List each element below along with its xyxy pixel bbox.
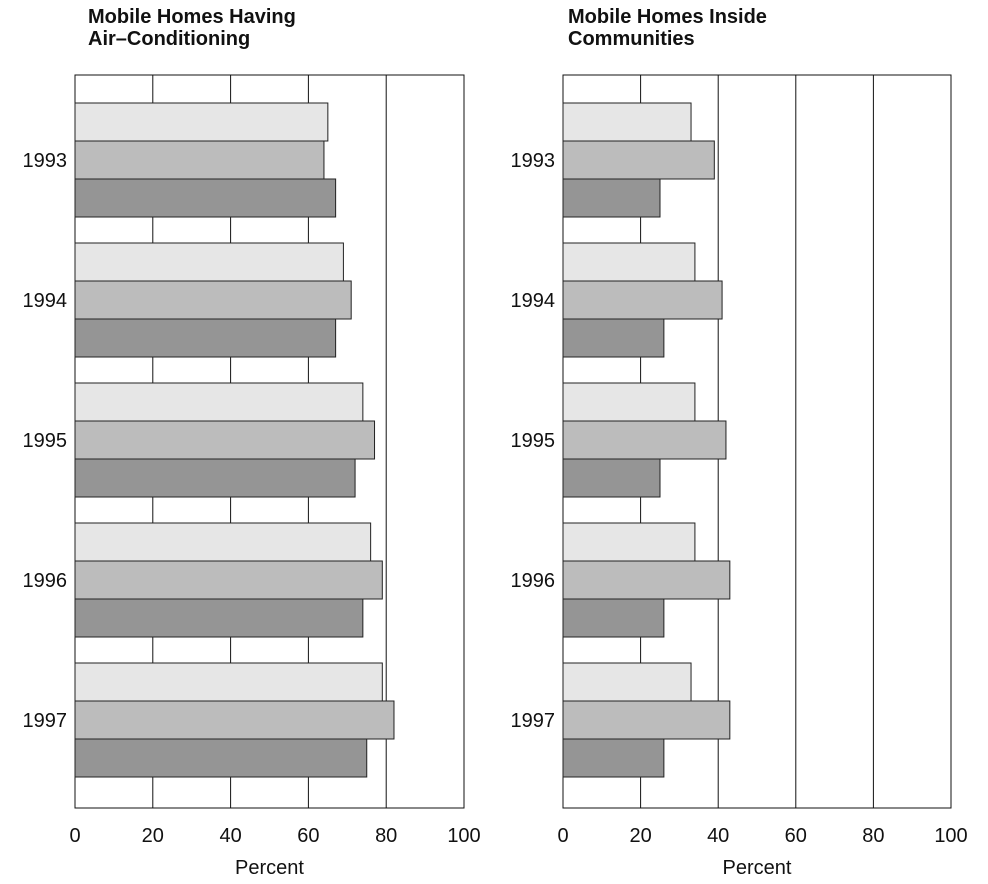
bar-1996-series-1 [74,522,372,562]
bar-1993-series-1 [74,102,329,142]
x-tick-label: 20 [142,825,164,847]
bar-1995-series-2 [562,420,727,460]
bar-1997-series-1 [74,662,383,702]
bar-1993-series-2 [74,140,325,180]
x-tick-label: 20 [629,825,651,847]
bar-1997-series-3 [562,738,665,778]
x-tick-label: 60 [785,825,807,847]
bar-1994-series-2 [74,280,352,320]
x-tick-label: 0 [557,825,568,847]
bar-1997-series-3 [74,738,368,778]
bar-1995-series-1 [74,382,364,422]
bar-1996-series-2 [562,560,731,600]
bar-1995-series-1 [562,382,696,422]
category-label: 1996 [511,570,556,592]
bar-1993-series-2 [562,140,715,180]
bar-1997-series-1 [562,662,692,702]
x-tick-label: 40 [219,825,241,847]
chart-panel-1: 1993 1994 1995 1996 1997 0 20 40 60 80 100 Percent [23,74,481,879]
chart-title-air-conditioning: Mobile Homes Having Air–Conditioning [88,6,296,50]
bar-1994-series-1 [74,242,344,282]
bar-1997-series-2 [562,700,731,740]
bar-1997-series-2 [74,700,395,740]
bar-1994-series-3 [74,318,337,358]
category-label: 1997 [511,710,556,732]
bar-1994-series-2 [562,280,723,320]
chart-panel-2: 1993 1994 1995 1996 1997 0 20 40 60 80 100 Percent [511,74,968,879]
category-label: 1994 [23,290,68,312]
category-label: 1993 [511,150,556,172]
bar-1996-series-2 [74,560,383,600]
category-label: 1993 [23,150,68,172]
x-tick-label: 80 [862,825,884,847]
x-tick-label: 40 [707,825,729,847]
bar-1995-series-3 [562,458,661,498]
bar-1995-series-3 [74,458,356,498]
x-tick-label: 60 [297,825,319,847]
chart-title-inside-communities: Mobile Homes Inside Communities [568,6,767,50]
x-axis-label: Percent [723,857,792,879]
bar-1996-series-3 [74,598,364,638]
bar-1993-series-1 [562,102,692,142]
bar-1995-series-2 [74,420,376,460]
category-label: 1995 [511,430,556,452]
x-axis-label: Percent [235,857,304,879]
category-label: 1995 [23,430,68,452]
bar-1993-series-3 [562,178,661,218]
bar-1996-series-3 [562,598,665,638]
bar-1996-series-1 [562,522,696,562]
bar-1993-series-3 [74,178,337,218]
x-tick-label: 0 [69,825,80,847]
bar-1994-series-3 [562,318,665,358]
x-tick-label: 100 [447,825,480,847]
category-label: 1997 [23,710,68,732]
category-label: 1994 [511,290,556,312]
x-tick-label: 80 [375,825,397,847]
x-tick-label: 100 [934,825,967,847]
bar-1994-series-1 [562,242,696,282]
category-label: 1996 [23,570,68,592]
